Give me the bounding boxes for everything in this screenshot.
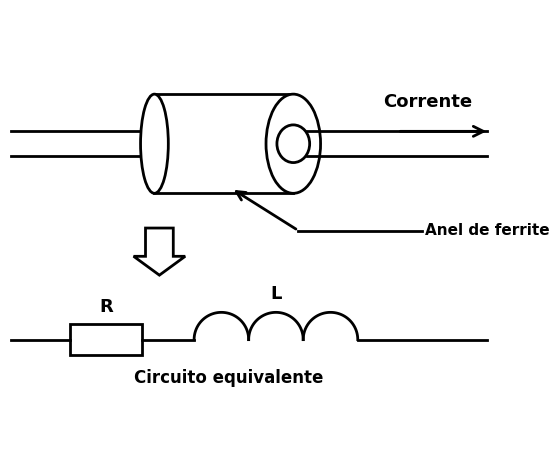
- Text: R: R: [99, 298, 113, 316]
- Polygon shape: [154, 94, 293, 193]
- Polygon shape: [70, 324, 142, 356]
- Text: L: L: [270, 285, 281, 303]
- Ellipse shape: [277, 125, 310, 163]
- Ellipse shape: [140, 94, 168, 193]
- Polygon shape: [134, 228, 185, 275]
- Text: Anel de ferrite: Anel de ferrite: [425, 223, 549, 238]
- Ellipse shape: [266, 94, 321, 193]
- Text: Corrente: Corrente: [382, 93, 472, 110]
- Text: Circuito equivalente: Circuito equivalente: [134, 370, 324, 387]
